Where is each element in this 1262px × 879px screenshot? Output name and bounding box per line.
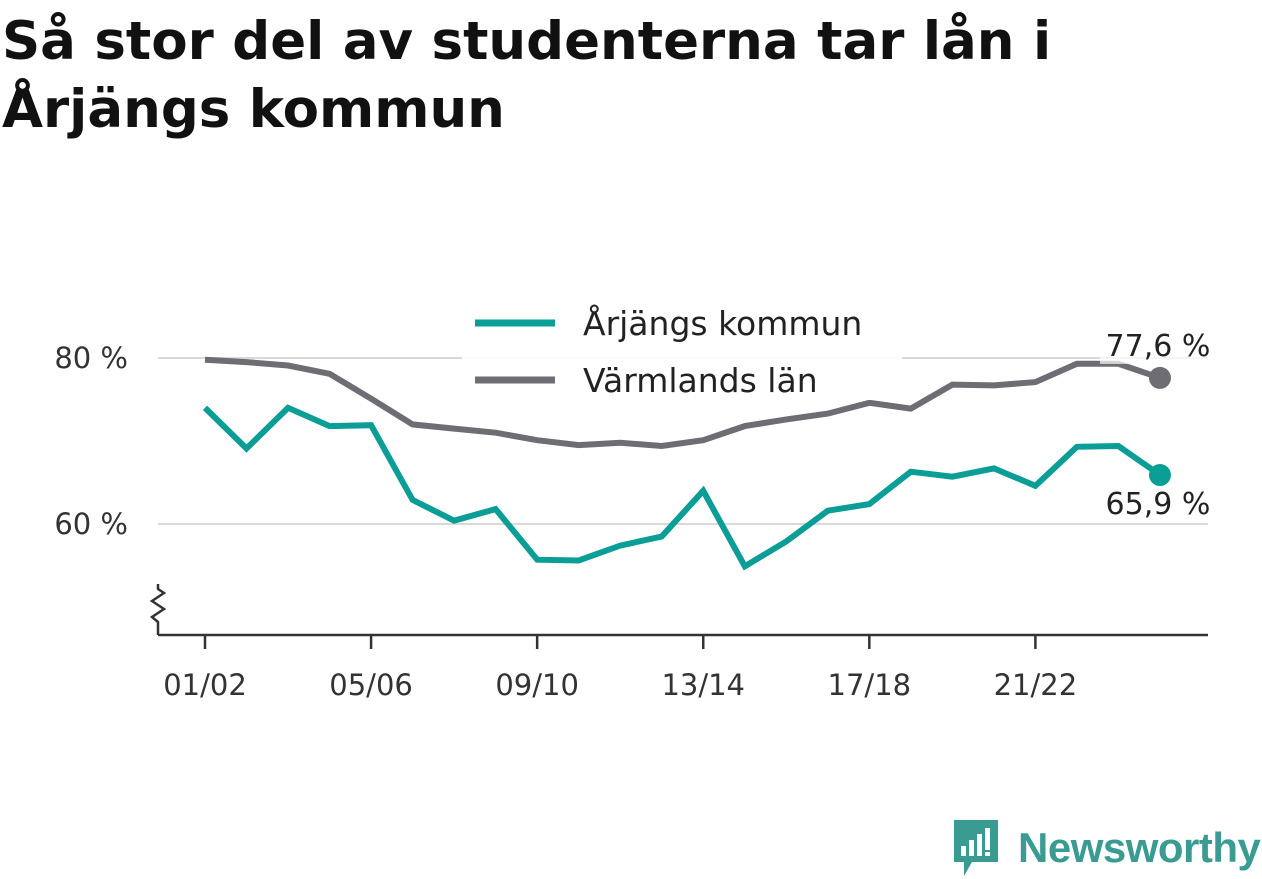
y-tick-label: 80 % bbox=[54, 341, 128, 375]
x-tick-label: 17/18 bbox=[828, 668, 912, 702]
axes: 60 % 80 % 01/02 05/06 09/10 13/14 17/18 21/22 bbox=[54, 341, 1208, 702]
end-point bbox=[1148, 366, 1171, 389]
legend-bg bbox=[462, 291, 902, 343]
end-label-bg bbox=[1099, 327, 1218, 364]
end-label: 65,9 % bbox=[1106, 487, 1211, 522]
x-tick-label: 21/22 bbox=[994, 668, 1078, 702]
newsworthy-logo: Newsworthy bbox=[952, 818, 1261, 878]
legend-label: Värmlands län bbox=[583, 361, 818, 400]
end-point bbox=[1148, 464, 1171, 487]
end-labels: 65,9 % 77,6 % bbox=[1099, 327, 1218, 523]
newsworthy-logo-icon bbox=[954, 820, 998, 876]
series-line-arjang bbox=[202, 404, 1162, 571]
chart-title: Så stor del av studenterna tar lån i Årj… bbox=[2, 11, 1052, 140]
y-axis-break bbox=[149, 584, 167, 635]
y-tick-label: 60 % bbox=[54, 507, 128, 541]
legend: Årjängs kommun Värmlands län bbox=[462, 291, 902, 400]
brand-name: Newsworthy bbox=[1018, 824, 1261, 871]
x-tick-label: 09/10 bbox=[495, 668, 579, 702]
legend-label: Årjängs kommun bbox=[583, 303, 862, 343]
x-tick-label: 05/06 bbox=[329, 668, 413, 702]
end-label-bg bbox=[1099, 486, 1218, 523]
end-label: 77,6 % bbox=[1106, 329, 1211, 364]
x-tick-label: 01/02 bbox=[163, 668, 247, 702]
legend-bg bbox=[462, 348, 902, 400]
series-lines bbox=[202, 356, 1171, 571]
x-tick-label: 13/14 bbox=[661, 668, 745, 702]
series-line-varmland bbox=[204, 356, 1161, 450]
